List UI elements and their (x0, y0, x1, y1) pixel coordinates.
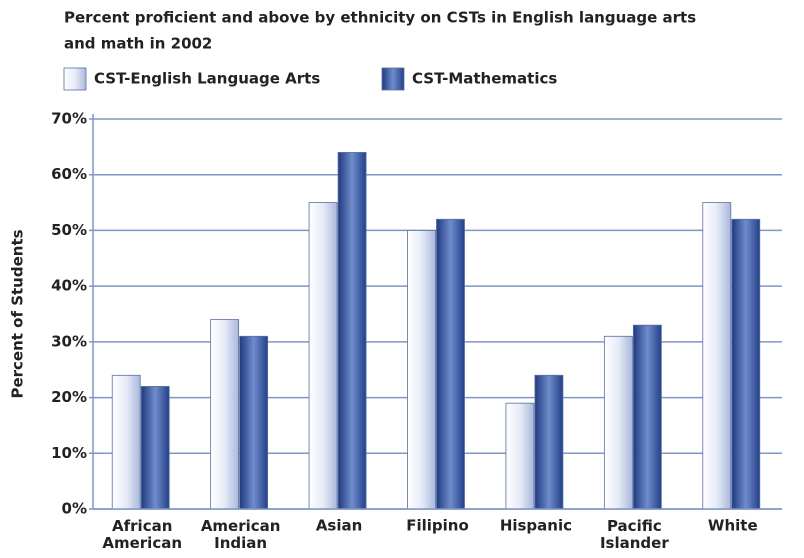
bar (210, 319, 240, 510)
legend-swatch (63, 67, 87, 91)
x-tick-label: Filipino (406, 517, 469, 535)
bar (603, 335, 633, 510)
legend-label: CST-Mathematics (412, 70, 557, 88)
bar (239, 335, 269, 510)
bar (140, 386, 170, 510)
y-tick-label: 10% (51, 444, 87, 462)
bar (436, 218, 465, 510)
bar (308, 202, 338, 510)
y-tick-label: 20% (51, 388, 87, 406)
y-axis-label: Percent of Students (9, 229, 27, 398)
y-tick-label: 30% (51, 332, 87, 350)
x-tick-label: Asian (316, 517, 362, 535)
bar (702, 202, 732, 510)
legend-swatch (381, 67, 405, 91)
x-tick-label: Hispanic (500, 517, 572, 535)
x-tick-label: African American (102, 517, 182, 552)
y-tick-label: 0% (62, 500, 87, 518)
x-tick-label: American Indian (201, 517, 281, 552)
x-tick-label: White (708, 517, 758, 535)
bar (111, 374, 141, 510)
y-tick-label: 40% (51, 277, 87, 295)
legend-label: CST-English Language Arts (94, 70, 320, 88)
bar (731, 218, 761, 510)
y-tick-label: 60% (51, 165, 87, 183)
x-tick-label: Pacific Islander (600, 517, 669, 552)
chart-title: Percent proficient and above by ethnicit… (64, 9, 696, 27)
bar (337, 152, 367, 510)
chart-title: and math in 2002 (64, 35, 212, 53)
bar (534, 374, 564, 510)
y-tick-label: 70% (51, 110, 87, 128)
y-tick-label: 50% (51, 221, 87, 239)
bar (407, 230, 436, 510)
bar (505, 402, 535, 510)
bar (632, 324, 662, 510)
